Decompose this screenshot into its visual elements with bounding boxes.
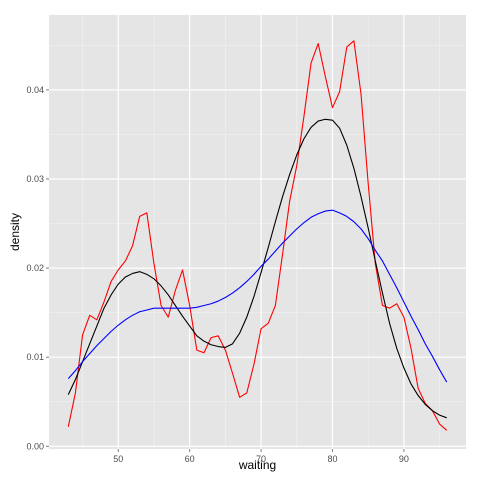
y-tick-label: 0.04 (26, 85, 44, 95)
x-tick-label: 50 (113, 454, 123, 464)
minor-grid (49, 15, 466, 449)
y-axis: 0.00 0.01 0.02 0.03 0.04 (26, 85, 49, 451)
y-tick-label: 0.00 (26, 441, 44, 451)
x-tick-label: 60 (185, 454, 195, 464)
x-tick-label: 70 (256, 454, 266, 464)
density-curve-1 (67, 40, 448, 431)
major-grid (49, 15, 466, 449)
x-tick-label: 90 (399, 454, 409, 464)
x-axis: 50 60 70 80 90 (113, 449, 409, 464)
x-axis-title: waiting (238, 458, 276, 472)
x-tick-label: 80 (327, 454, 337, 464)
y-tick-label: 0.02 (26, 263, 44, 273)
y-axis-title: density (8, 213, 22, 251)
density-curve-2 (67, 118, 447, 419)
density-curve-3 (67, 209, 448, 383)
y-tick-label: 0.03 (26, 174, 44, 184)
y-tick-label: 0.01 (26, 352, 44, 362)
series-layer (67, 40, 448, 431)
